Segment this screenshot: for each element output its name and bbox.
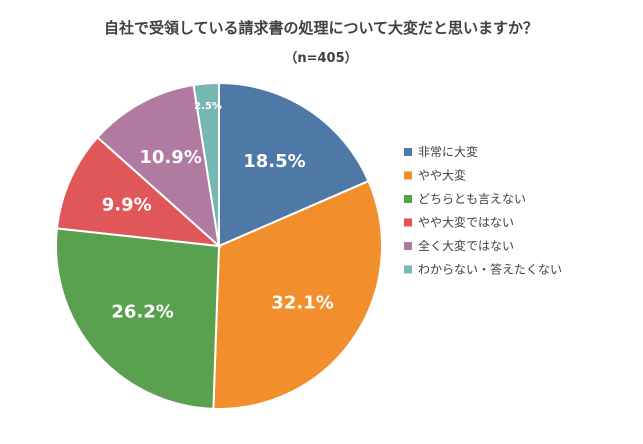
legend-label-6: わからない・答えたくない	[418, 262, 562, 277]
data-label-5: 10.9%	[139, 147, 201, 168]
legend-swatch-2	[404, 171, 412, 180]
legend-swatch-3	[404, 195, 412, 203]
legend-label-1: 非常に大変	[418, 144, 478, 159]
data-label-2: 32.1%	[271, 292, 333, 313]
data-label-1: 18.5%	[243, 151, 305, 172]
legend-swatch-6	[404, 265, 412, 274]
legend-label-5: 全く大変ではない	[418, 238, 514, 253]
pie-slice-6	[192, 81, 220, 247]
pie-slice-1	[218, 81, 370, 248]
data-label-3: 26.2%	[111, 302, 173, 323]
legend: 非常に大変やや大変どちらとも言えないやや大変ではない全く大変ではないわからない・…	[404, 144, 562, 277]
legend-swatch-1	[404, 148, 412, 156]
data-label-6: 2.5%	[194, 101, 222, 112]
pie-slice-2	[212, 179, 383, 410]
data-label-4: 9.9%	[102, 194, 152, 215]
pie-slice-5	[96, 83, 221, 249]
legend-label-4: やや大変ではない	[418, 215, 514, 230]
legend-label-3: どちらとも言えない	[418, 192, 526, 206]
legend-swatch-5	[404, 242, 412, 250]
legend-swatch-4	[404, 218, 412, 227]
chart-title: 自社で受領している請求書の処理について大変だと思いますか？	[104, 19, 538, 37]
pie-slices	[55, 81, 383, 410]
chart-subtitle: （n=405）	[284, 50, 357, 66]
pie-slice-4	[55, 135, 222, 248]
legend-label-2: やや大変	[418, 168, 466, 183]
pie-slice-3	[55, 227, 221, 410]
pie-slice-labels: 18.5% 32.1% 26.2% 9.9% 10.9% 2.5%	[102, 101, 334, 323]
